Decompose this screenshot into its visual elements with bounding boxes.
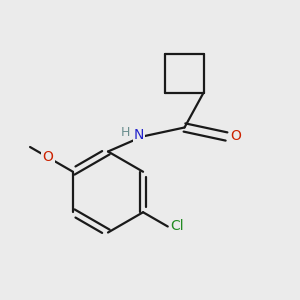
Text: N: N bbox=[134, 128, 144, 142]
Text: H: H bbox=[120, 126, 130, 140]
Text: O: O bbox=[43, 150, 53, 164]
Text: O: O bbox=[231, 129, 242, 143]
Text: Cl: Cl bbox=[170, 220, 184, 233]
